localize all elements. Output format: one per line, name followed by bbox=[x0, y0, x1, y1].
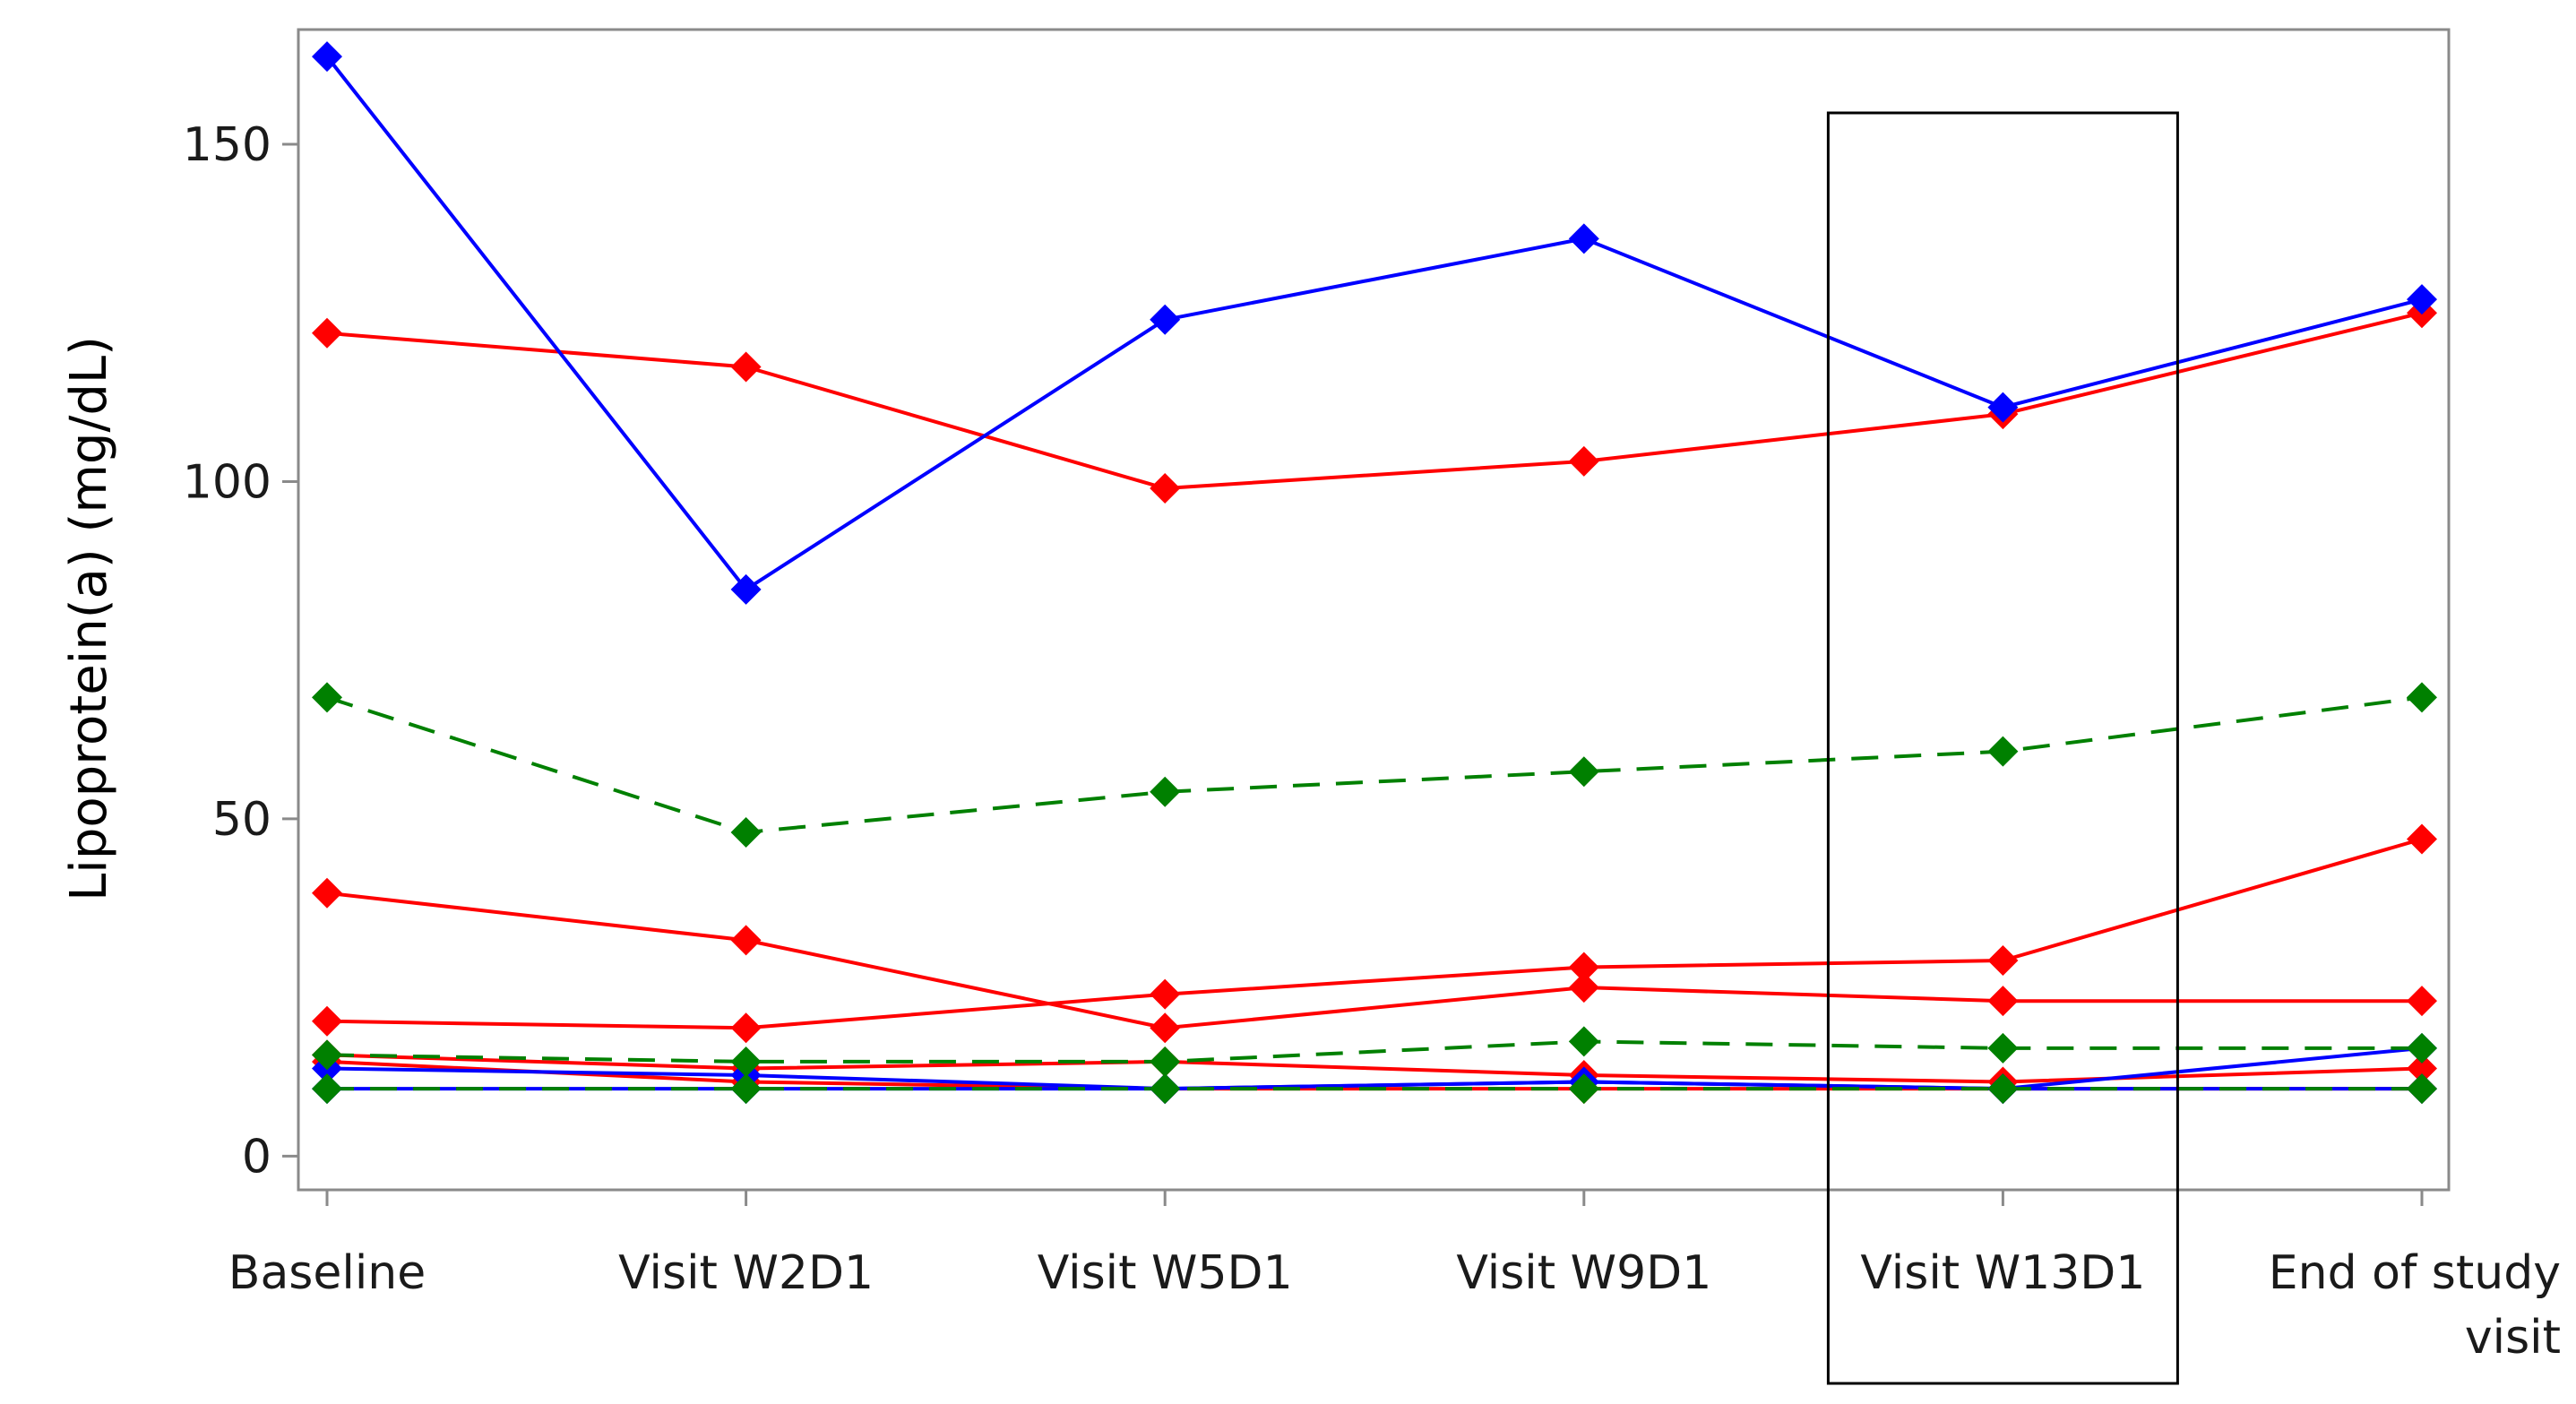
data-point bbox=[312, 1005, 342, 1037]
data-point bbox=[730, 925, 762, 956]
data-point bbox=[1987, 1032, 2019, 1064]
series-line-3 bbox=[326, 837, 2423, 1030]
data-point bbox=[730, 1046, 762, 1077]
data-point bbox=[1568, 445, 1599, 477]
y-tick-label: 50 bbox=[212, 793, 271, 847]
data-point bbox=[1568, 1026, 1599, 1057]
x-tick-label: End of study bbox=[2269, 1246, 2561, 1300]
y-tick-label: 0 bbox=[242, 1130, 271, 1184]
data-point bbox=[2407, 823, 2437, 855]
data-point bbox=[2407, 1053, 2437, 1084]
data-point bbox=[2407, 284, 2437, 315]
series-line-10 bbox=[326, 1039, 2422, 1064]
data-point bbox=[1568, 1073, 1599, 1105]
x-tick-label: Baseline bbox=[228, 1246, 426, 1300]
series-line-8 bbox=[325, 55, 2423, 591]
data-point bbox=[730, 1012, 762, 1044]
series-line-11 bbox=[326, 695, 2423, 834]
y-tick-label: 100 bbox=[183, 455, 271, 509]
data-point bbox=[1150, 1012, 1181, 1044]
data-point bbox=[1568, 756, 1599, 788]
data-point bbox=[730, 816, 762, 848]
data-point bbox=[2407, 1032, 2437, 1064]
series-line-2 bbox=[326, 1053, 2423, 1084]
data-point bbox=[312, 682, 342, 713]
data-point bbox=[730, 1073, 762, 1105]
data-point bbox=[312, 877, 342, 909]
data-point bbox=[1987, 945, 2019, 977]
x-tick-label: Visit W13D1 bbox=[1860, 1246, 2145, 1300]
x-tick-label: visit bbox=[2465, 1311, 2561, 1365]
data-point bbox=[2407, 1073, 2437, 1105]
data-point bbox=[1150, 776, 1181, 807]
data-point bbox=[1150, 978, 1181, 1010]
data-point bbox=[1987, 1073, 2019, 1105]
x-tick-label: Visit W5D1 bbox=[1038, 1246, 1293, 1300]
data-point bbox=[730, 573, 762, 605]
data-point bbox=[2407, 682, 2437, 713]
x-tick-label: Visit W2D1 bbox=[618, 1246, 874, 1300]
data-point bbox=[312, 41, 342, 73]
data-point bbox=[1987, 736, 2019, 767]
data-point bbox=[1150, 1046, 1181, 1077]
data-point bbox=[1568, 952, 1599, 983]
y-tick-label: 150 bbox=[183, 118, 271, 172]
data-point bbox=[2407, 986, 2437, 1017]
data-point bbox=[312, 1073, 342, 1105]
y-axis-title: Lipoprotein(a) (mg/dL) bbox=[60, 336, 118, 901]
plot-frame bbox=[297, 28, 2451, 1192]
series-line-4 bbox=[326, 891, 2422, 1030]
series-line-7 bbox=[326, 1046, 2423, 1091]
data-point bbox=[1150, 1073, 1181, 1105]
data-point bbox=[1150, 304, 1181, 335]
data-point bbox=[1987, 392, 2019, 423]
data-point bbox=[1987, 986, 2019, 1017]
highlight-box bbox=[1826, 111, 2179, 1385]
data-point bbox=[312, 1039, 342, 1071]
data-point bbox=[1150, 472, 1181, 504]
data-point bbox=[1568, 972, 1599, 1003]
series-line-5 bbox=[326, 311, 2423, 490]
data-point bbox=[312, 317, 342, 349]
x-tick-label: Visit W9D1 bbox=[1456, 1246, 1711, 1300]
data-point bbox=[1568, 223, 1599, 254]
data-point bbox=[730, 351, 762, 383]
